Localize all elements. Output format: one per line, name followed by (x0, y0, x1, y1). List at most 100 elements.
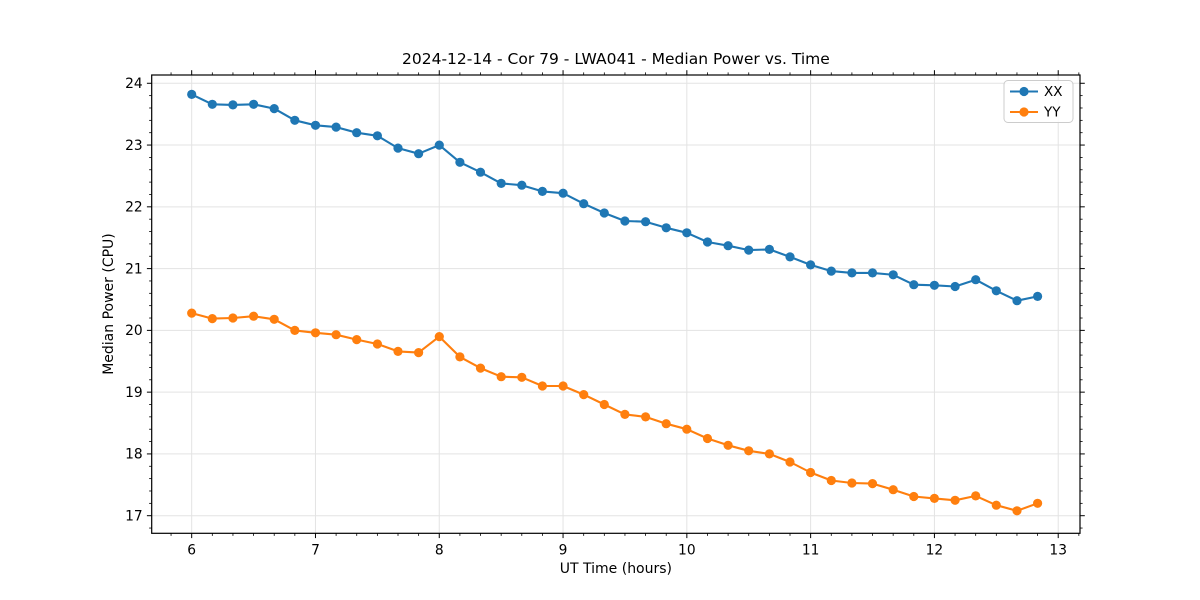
series-xx (187, 89, 1043, 306)
y-tick-label: 18 (125, 447, 143, 463)
y-axis-label: Median Power (CPU) (101, 233, 117, 375)
data-point (682, 228, 692, 238)
data-point (207, 314, 217, 324)
data-point (517, 180, 527, 190)
y-tick-label: 22 (125, 200, 143, 216)
data-point (496, 178, 506, 188)
legend: XX YY (1003, 80, 1074, 123)
data-point (909, 280, 919, 290)
data-point (950, 281, 960, 292)
series-yy (187, 308, 1043, 516)
data-point (187, 89, 197, 99)
y-tick-label: 21 (125, 261, 143, 277)
data-point (1033, 291, 1043, 301)
data-point (579, 199, 589, 209)
data-point (744, 245, 754, 255)
data-point (434, 140, 444, 150)
x-tick-label: 12 (926, 542, 944, 558)
data-point (269, 314, 279, 324)
y-tick-label: 17 (125, 508, 143, 524)
y-tick-label: 24 (125, 76, 143, 92)
data-point (971, 491, 981, 501)
legend-label: XX (1044, 84, 1063, 100)
x-axis-label: UT Time (hours) (560, 561, 672, 577)
x-tick-label: 13 (1049, 542, 1067, 558)
data-point (806, 467, 816, 478)
data-point (599, 208, 609, 218)
data-point (826, 475, 836, 486)
data-point (228, 100, 238, 110)
data-point (475, 363, 486, 373)
data-point (372, 131, 382, 141)
data-point (785, 457, 795, 467)
data-point (826, 266, 836, 276)
legend-box (1003, 80, 1074, 123)
data-point (702, 237, 713, 247)
data-point (310, 120, 321, 130)
data-point (558, 381, 568, 391)
data-point (290, 115, 300, 125)
data-point (950, 495, 960, 505)
data-point (269, 104, 279, 114)
data-point (290, 325, 300, 335)
data-point (434, 332, 444, 342)
legend-marker (1019, 107, 1029, 117)
data-point (496, 372, 506, 382)
data-point (847, 268, 857, 278)
grid-lines (151, 75, 1080, 534)
data-point (661, 419, 671, 429)
data-point (847, 478, 857, 488)
data-point (888, 485, 898, 495)
data-point (310, 328, 321, 338)
data-point (558, 188, 568, 198)
data-point (744, 446, 754, 456)
chart-title: 2024-12-14 - Cor 79 - LWA041 - Median Po… (402, 50, 830, 68)
data-point (331, 330, 341, 340)
data-point (475, 167, 486, 177)
data-point (331, 122, 341, 132)
data-point (372, 339, 382, 349)
data-point (249, 311, 259, 321)
plot-border (151, 74, 1081, 534)
axes: 6 7 8 9 10 11 12 13 17 18 19 20 21 22 23 24 (125, 70, 1085, 558)
data-point (537, 186, 548, 196)
legend-marker (1019, 86, 1029, 97)
data-point (929, 493, 940, 503)
legend-label: YY (1043, 105, 1061, 121)
y-tick-label: 23 (125, 138, 143, 154)
data-point (888, 270, 898, 280)
data-point (228, 313, 238, 323)
data-point (661, 223, 671, 233)
data-point (599, 399, 609, 410)
data-point (249, 99, 259, 109)
data-point (579, 390, 589, 400)
data-point (723, 241, 733, 251)
data-point (620, 216, 630, 226)
data-point (455, 352, 465, 362)
data-point (991, 500, 1001, 510)
y-tick-label: 20 (125, 323, 143, 339)
x-tick-label: 11 (802, 542, 820, 558)
data-point (991, 286, 1001, 296)
data-point (1012, 296, 1022, 306)
data-point (909, 491, 919, 502)
series-line (190, 312, 1039, 512)
data-point (207, 99, 217, 109)
y-tick-label: 19 (125, 385, 143, 401)
data-point (414, 348, 424, 358)
data-point (867, 268, 878, 278)
data-series (187, 89, 1043, 516)
data-point (414, 149, 424, 159)
data-point (641, 217, 651, 227)
data-point (1033, 498, 1043, 508)
x-tick-label: 7 (311, 542, 320, 558)
data-point (971, 275, 981, 285)
data-point (641, 412, 651, 422)
data-point (867, 479, 878, 489)
data-point (352, 128, 362, 138)
data-point (682, 424, 692, 434)
data-point (187, 308, 197, 318)
data-point (517, 372, 527, 382)
data-point (620, 409, 630, 419)
